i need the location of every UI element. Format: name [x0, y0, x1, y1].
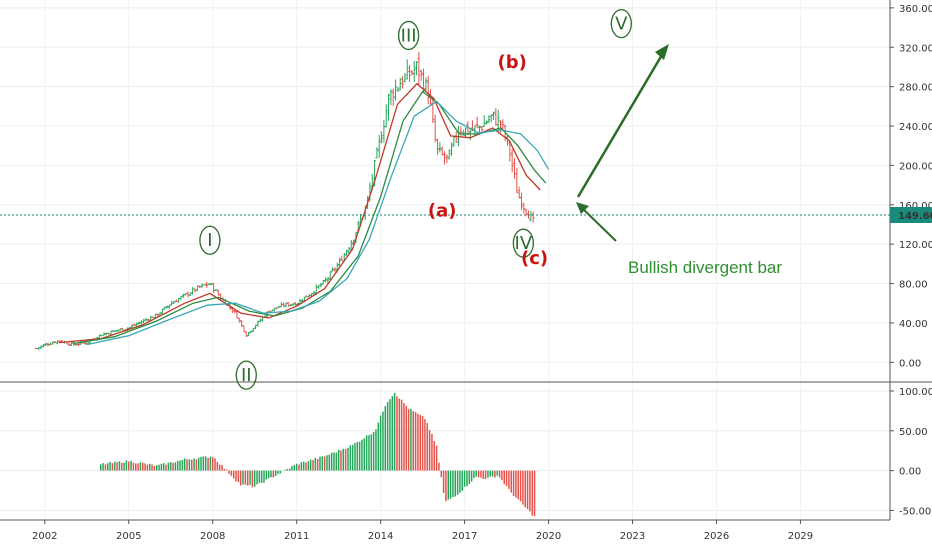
price-bars — [34, 51, 535, 351]
price-tick-label: 40.00 — [899, 319, 928, 330]
moving-average-line — [86, 100, 550, 346]
impulse-arrow-head — [655, 44, 669, 60]
wave-label-V: V — [610, 8, 632, 39]
divergent-bar-arrow-head — [576, 202, 589, 214]
time-tick-label: 2029 — [788, 531, 813, 542]
oscillator-axis-ticks: 100.00 50.00 0.00 -50.00 — [890, 387, 932, 517]
oscillator-tick-label: 100.00 — [899, 387, 932, 398]
time-tick-label: 2026 — [704, 531, 729, 542]
wave-label-II: II — [235, 360, 257, 390]
last-price-tag: 149.60 — [890, 207, 932, 224]
last-price-tag-box — [890, 207, 932, 224]
wave-label-circle — [199, 225, 221, 255]
time-tick-label: 2014 — [368, 531, 393, 542]
oscillator-tick-label: 0.00 — [899, 467, 921, 478]
time-axis-ticks: 2002 2005 2008 2011 2014 2017 2020 2023 2026 2029 — [32, 520, 813, 542]
wave-label-c: (c) — [521, 248, 548, 269]
time-grid — [44, 0, 801, 520]
wave-label-circle — [610, 8, 632, 39]
annotation-label: Bullish divergent bar — [628, 258, 782, 277]
oscillator-tick-label: -50.00 — [899, 506, 931, 517]
price-tick-label: 0.00 — [899, 358, 921, 369]
wave-label-text: IV — [515, 233, 533, 254]
price-tick-label: 200.00 — [899, 161, 932, 172]
price-tick-label: 160.00 — [899, 201, 932, 212]
wave-label-IV: IV — [512, 228, 535, 258]
wave-label-circle — [512, 228, 535, 258]
wave-label-text: III — [401, 25, 417, 46]
moving-average-line — [58, 82, 541, 344]
time-tick-label: 2005 — [116, 531, 141, 542]
wave-label-a: (a) — [428, 201, 457, 222]
time-tick-label: 2008 — [200, 531, 225, 542]
time-tick-label: 2017 — [452, 531, 477, 542]
price-tick-label: 360.00 — [899, 4, 932, 15]
time-tick-label: 2002 — [32, 531, 57, 542]
price-grid — [0, 7, 890, 363]
time-tick-label: 2011 — [284, 531, 309, 542]
price-axis-ticks: 360.00 320.00 280.00 240.00 200.00 160.00 120.… — [890, 4, 932, 369]
wave-label-text: I — [207, 230, 212, 251]
price-tick-label: 120.00 — [899, 240, 932, 251]
oscillator-grid — [0, 390, 890, 511]
oscillator-tick-label: 50.00 — [899, 427, 928, 438]
moving-average-line — [72, 90, 547, 345]
wave-label-b: (b) — [497, 52, 526, 73]
price-tick-label: 280.00 — [899, 83, 932, 94]
time-tick-label: 2023 — [620, 531, 645, 542]
forecast-arrows — [576, 44, 669, 242]
oscillator-bars — [100, 393, 536, 517]
moving-averages — [58, 82, 550, 346]
wave-label-circle — [397, 20, 420, 51]
time-tick-label: 2020 — [536, 531, 561, 542]
wave-label-text: V — [615, 14, 628, 35]
price-tick-label: 320.00 — [899, 43, 932, 54]
last-price-tag-label: 149.60 — [898, 211, 932, 222]
wave-label-circle — [235, 360, 257, 390]
price-tick-label: 80.00 — [899, 280, 928, 291]
divergent-bar-arrow-shaft — [581, 207, 617, 242]
wave-label-III: III — [397, 20, 420, 51]
wave-label-text: II — [241, 365, 252, 386]
price-tick-label: 240.00 — [899, 122, 932, 133]
wave-label-I: I — [199, 225, 221, 255]
impulse-arrow-shaft — [576, 47, 668, 198]
